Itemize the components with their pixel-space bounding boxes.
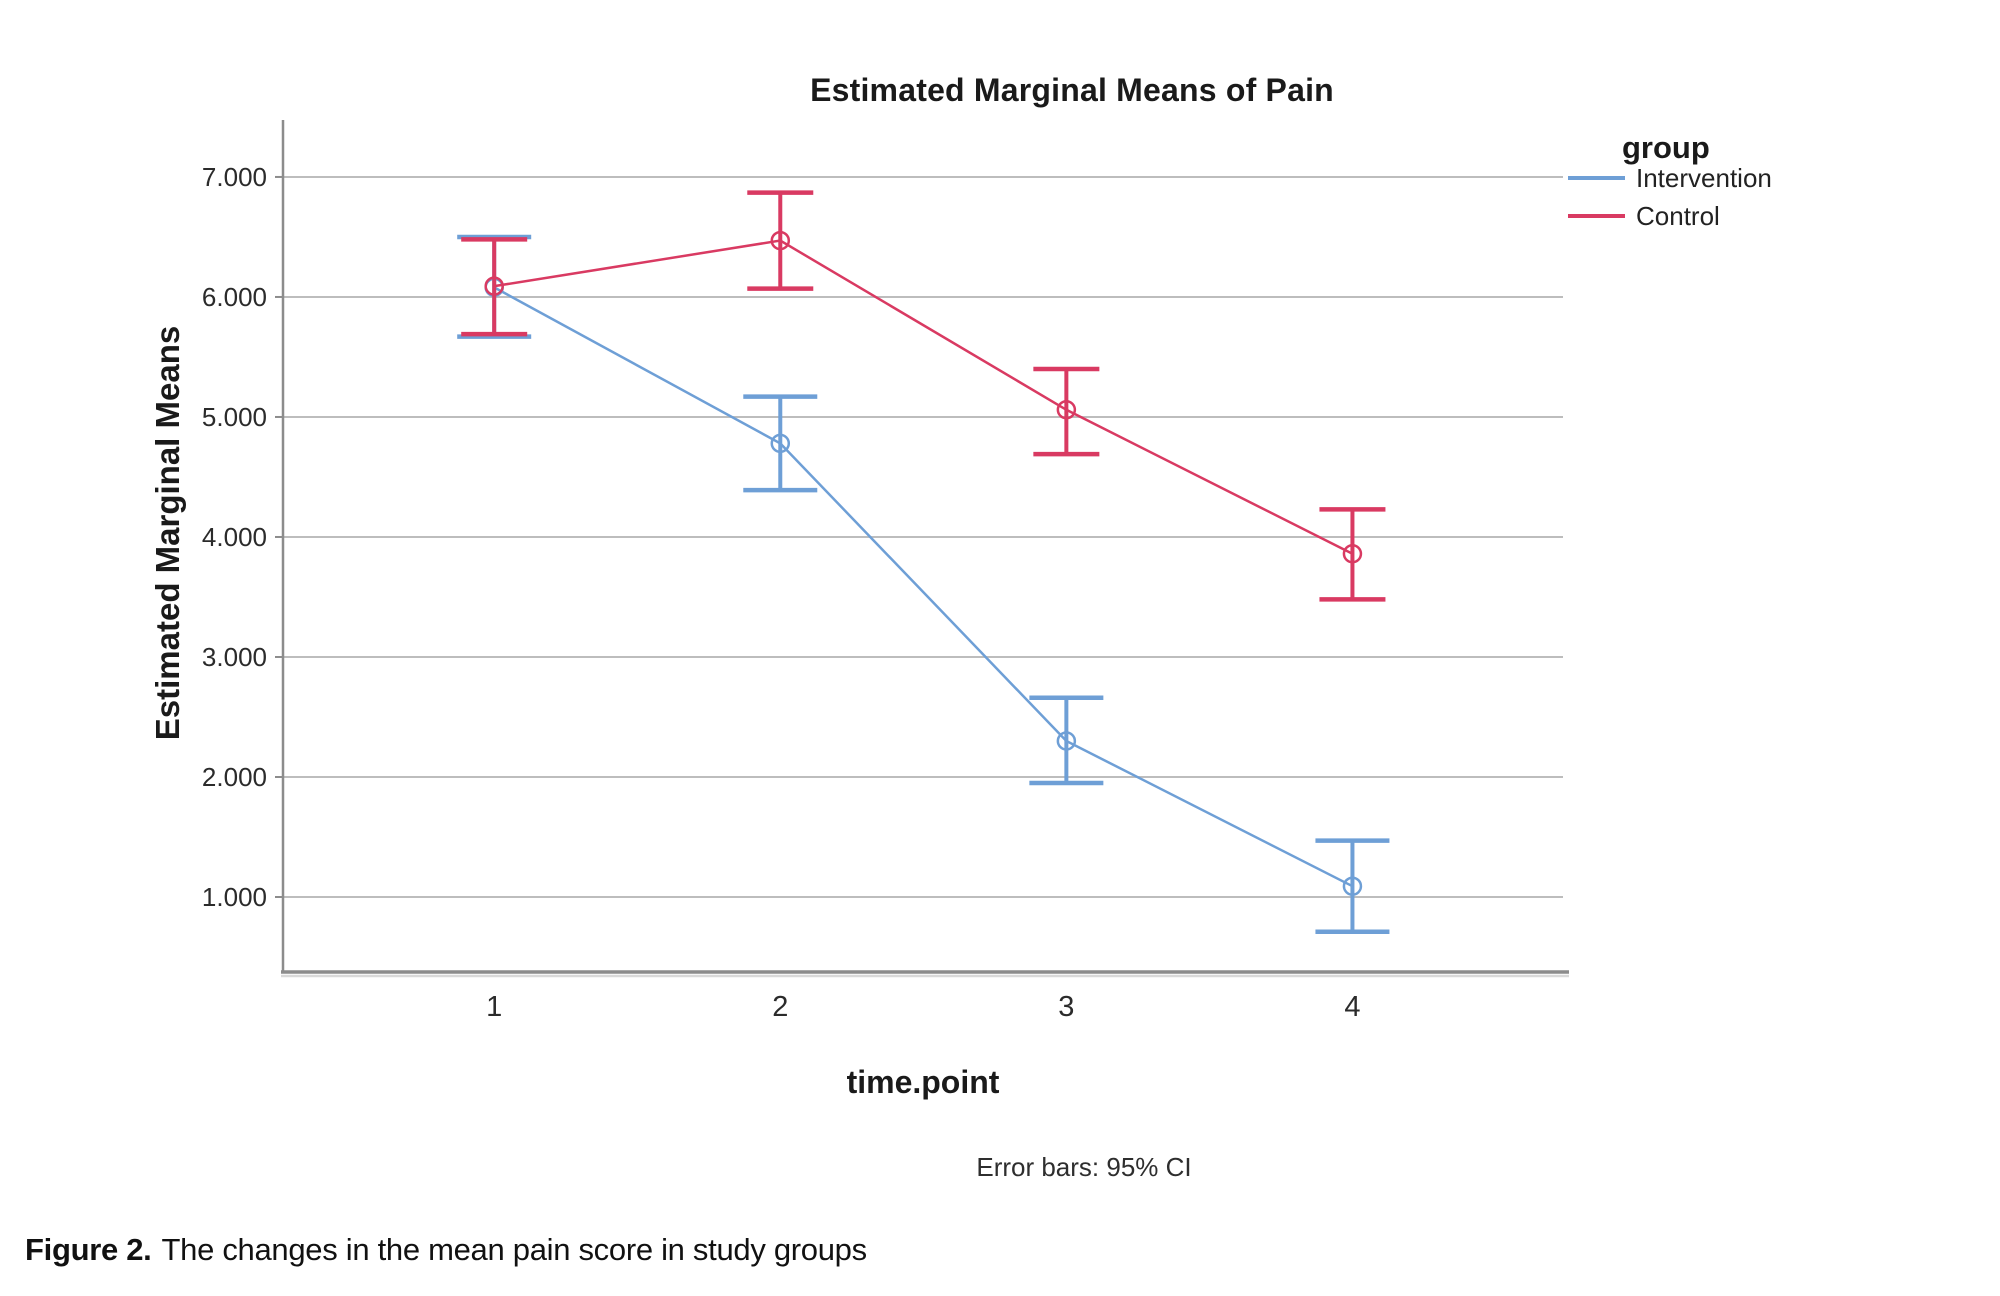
- legend: group Intervention Control: [1568, 132, 1908, 231]
- figure-caption: Figure 2. The changes in the mean pain sc…: [25, 1232, 867, 1268]
- series-control: [461, 190, 1386, 602]
- y-tick-label: 3.000: [202, 642, 267, 672]
- x-tick-label: 2: [772, 991, 788, 1023]
- legend-title: group: [1622, 130, 1710, 165]
- y-tick-label: 1.000: [202, 882, 267, 912]
- x-tick-label: 4: [1344, 991, 1360, 1023]
- legend-label-control: Control: [1636, 200, 1720, 231]
- plot-area: 1.000 2.000 3.000 4.000 5.000 6.000 7.000 1 2 3 4: [202, 120, 1569, 1023]
- legend-label-intervention: Intervention: [1636, 162, 1772, 193]
- y-tick-label: 6.000: [202, 282, 267, 312]
- error-bars-note: Error bars: 95% CI: [976, 1152, 1192, 1182]
- legend-swatch-control-icon: [1568, 214, 1625, 218]
- legend-swatch-intervention-icon: [1568, 176, 1625, 180]
- legend-item-intervention: Intervention: [1568, 163, 1908, 193]
- series-intervention: [457, 234, 1390, 935]
- x-tick-label: 1: [486, 991, 502, 1023]
- figure-caption-text: The changes in the mean pain score in st…: [161, 1232, 868, 1267]
- y-tick-label: 7.000: [202, 162, 267, 192]
- x-axis-title: time.point: [846, 1064, 1000, 1100]
- legend-item-control: Control: [1568, 201, 1908, 231]
- x-tick-label: 3: [1058, 991, 1074, 1023]
- y-tick-label: 2.000: [202, 762, 267, 792]
- y-tick-label: 4.000: [202, 522, 267, 552]
- y-tick-label: 5.000: [202, 402, 267, 432]
- figure-caption-label: Figure 2.: [25, 1232, 152, 1267]
- chart-title: Estimated Marginal Means of Pain: [810, 72, 1334, 108]
